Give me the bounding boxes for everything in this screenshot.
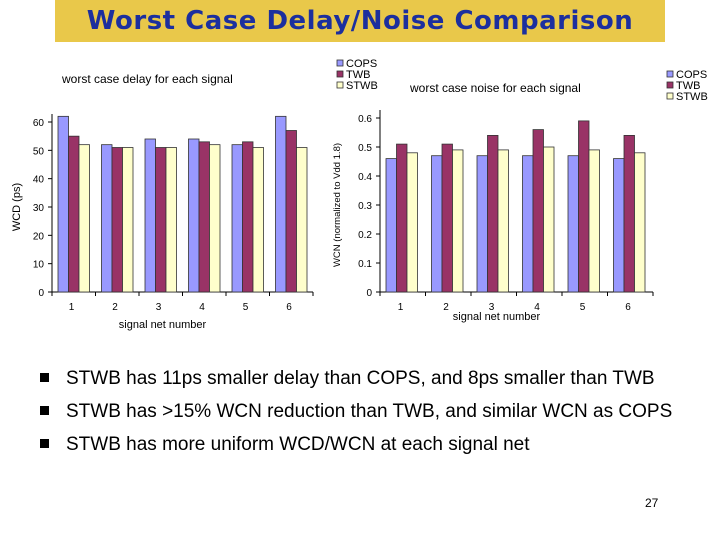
bar-cops-2 <box>101 144 113 293</box>
bar-cops-6 <box>613 158 625 293</box>
bullet-text: STWB has more uniform WCD/WCN at each si… <box>66 434 530 455</box>
y-tick-label: 0.6 <box>358 114 372 125</box>
x-tick-label: 2 <box>112 302 118 313</box>
bar-cops-5 <box>567 155 579 293</box>
legend-swatch-twb <box>666 81 674 89</box>
y-tick-label: 0.2 <box>358 230 372 241</box>
x-tick-label: 1 <box>69 302 75 313</box>
title-bar: Worst Case Delay/Noise Comparison <box>55 0 665 42</box>
legend-label-twb: TWB <box>676 80 700 92</box>
bar-cops-2 <box>431 155 443 293</box>
bar-stwb-5 <box>588 149 600 293</box>
bar-cops-6 <box>275 115 287 293</box>
bar-twb-6 <box>285 130 297 293</box>
y-tick-label: 0.5 <box>358 143 372 154</box>
bar-cops-4 <box>522 155 534 293</box>
bar-twb-4 <box>198 141 210 293</box>
x-tick-label: 4 <box>199 302 205 313</box>
bullet-square-icon <box>40 406 49 415</box>
bar-twb-5 <box>242 141 254 293</box>
bar-stwb-2 <box>452 149 464 293</box>
bar-twb-2 <box>441 143 453 293</box>
bar-stwb-4 <box>209 144 221 293</box>
bar-twb-6 <box>623 135 635 293</box>
bullet-item: STWB has more uniform WCD/WCN at each si… <box>40 434 700 455</box>
bar-stwb-6 <box>634 152 646 293</box>
y-axis-label: WCN (normalized to Vdd 1.8) <box>332 143 343 267</box>
x-tick-label: 2 <box>443 302 449 313</box>
bar-stwb-6 <box>296 147 308 293</box>
bar-cops-5 <box>231 144 243 293</box>
bar-twb-3 <box>155 147 167 293</box>
y-tick-label: 0.3 <box>358 201 372 212</box>
y-tick-label: 60 <box>33 118 45 129</box>
legend-label-twb: TWB <box>346 69 370 81</box>
bullet-square-icon <box>40 373 49 382</box>
bar-stwb-1 <box>78 144 90 293</box>
x-tick-label: 5 <box>580 302 586 313</box>
bullet-list: STWB has 11ps smaller delay than COPS, a… <box>40 368 700 467</box>
y-tick-label: 0 <box>38 288 44 299</box>
legend-label-cops: COPS <box>676 69 707 81</box>
bar-stwb-3 <box>497 149 509 293</box>
legend-label-cops: COPS <box>346 58 377 70</box>
y-tick-label: 10 <box>33 260 45 271</box>
bar-cops-3 <box>476 155 488 293</box>
x-axis-label: signal net number <box>453 311 541 323</box>
x-tick-label: 4 <box>534 302 540 313</box>
x-tick-label: 5 <box>243 302 249 313</box>
bar-twb-4 <box>532 129 544 293</box>
page-number: 27 <box>645 496 659 510</box>
bullet-text: STWB has >15% WCN reduction than TWB, an… <box>66 401 673 422</box>
y-tick-label: 0.1 <box>358 259 372 270</box>
x-tick-label: 6 <box>286 302 292 313</box>
y-tick-label: 50 <box>33 146 45 157</box>
bar-twb-1 <box>396 143 408 293</box>
x-tick-label: 6 <box>625 302 631 313</box>
bar-cops-3 <box>144 138 156 293</box>
legend-swatch-cops <box>666 70 674 78</box>
y-axis-label: WCD (ps) <box>11 183 23 231</box>
bar-stwb-3 <box>165 147 177 293</box>
y-tick-label: 40 <box>33 175 45 186</box>
bar-stwb-2 <box>122 147 134 293</box>
x-tick-label: 1 <box>398 302 404 313</box>
bar-cops-1 <box>57 115 69 293</box>
chart-title: worst case delay for each signal <box>61 72 233 86</box>
bar-twb-2 <box>111 147 123 293</box>
legend-label-stwb: STWB <box>346 80 378 92</box>
bullet-text: STWB has 11ps smaller delay than COPS, a… <box>66 368 655 389</box>
legend-label-stwb: STWB <box>676 91 708 103</box>
y-tick-label: 20 <box>33 231 45 242</box>
bar-cops-1 <box>385 158 397 293</box>
x-tick-label: 3 <box>156 302 162 313</box>
bar-cops-4 <box>188 138 200 293</box>
bar-stwb-5 <box>252 147 264 293</box>
bar-twb-5 <box>578 120 590 293</box>
bullet-item: STWB has >15% WCN reduction than TWB, an… <box>40 401 700 422</box>
y-tick-label: 30 <box>33 203 45 214</box>
legend-swatch-twb <box>336 70 344 78</box>
bullet-square-icon <box>40 439 49 448</box>
legend-swatch-stwb <box>336 81 344 89</box>
y-tick-label: 0.4 <box>358 172 372 183</box>
bar-stwb-4 <box>543 146 555 293</box>
legend-swatch-stwb <box>666 92 674 100</box>
bar-twb-3 <box>487 135 499 293</box>
y-tick-label: 0 <box>366 288 372 299</box>
bar-stwb-1 <box>406 152 418 293</box>
chart-title: worst case noise for each signal <box>409 81 581 95</box>
x-axis-label: signal net number <box>119 319 207 331</box>
bullet-item: STWB has 11ps smaller delay than COPS, a… <box>40 368 700 389</box>
legend-swatch-cops <box>336 59 344 67</box>
x-tick-label: 3 <box>489 302 495 313</box>
bar-twb-1 <box>68 135 80 293</box>
slide-title: Worst Case Delay/Noise Comparison <box>86 6 634 36</box>
